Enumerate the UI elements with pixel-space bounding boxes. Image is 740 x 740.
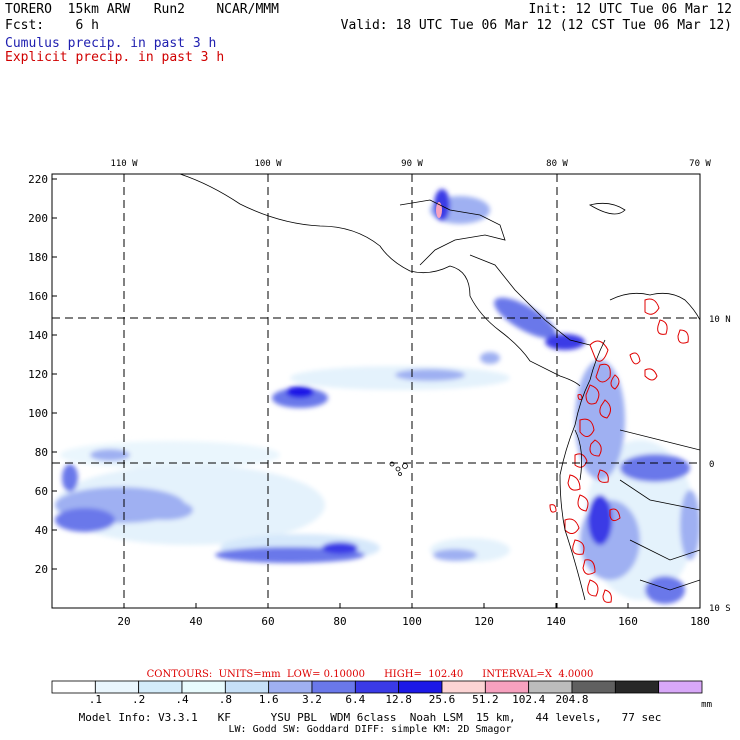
precip-area [322, 542, 358, 554]
model-info: Model Info: V3.3.1 KF YSU PBL WDM 6class… [78, 711, 662, 724]
colorbar-swatch [94, 680, 140, 694]
colorbar-unit: mm [701, 700, 712, 710]
colorbar-swatch [354, 680, 400, 694]
precip-area [55, 508, 115, 532]
lon-label-90w: 90 W [401, 159, 423, 169]
precip-area [680, 490, 700, 560]
lon-label-110w: 110 W [110, 159, 138, 169]
y-tick-label: 20 [35, 563, 48, 576]
colorbar-label: 102.4 [512, 693, 545, 706]
precip-area [480, 352, 500, 364]
colorbar-swatch [528, 680, 573, 694]
lon-label-70w: 70 W [689, 159, 711, 169]
precip-area [55, 465, 325, 545]
colorbar-label: 1.6 [259, 693, 279, 706]
x-tick-label: 160 [618, 615, 638, 628]
lon-label-80w: 80 W [546, 159, 568, 169]
precip-area [545, 334, 585, 350]
physics-info: LW: Godd SW: Goddard DIFF: simple KM: 2D… [228, 724, 512, 735]
y-tick-label: 100 [28, 407, 48, 420]
lat-lon-grid [52, 174, 700, 608]
x-tick-label: 180 [690, 615, 710, 628]
valid-time: Valid: 18 UTC Tue 06 Mar 12 (12 CST Tue … [340, 18, 732, 33]
field-cumulus-label: Cumulus precip. in past 3 h [5, 36, 217, 51]
precip-area [433, 549, 477, 561]
colorbar-swatch [441, 680, 486, 694]
precip-area [60, 441, 280, 469]
colorbar-label: 204.8 [555, 693, 588, 706]
field-explicit-label: Explicit precip. in past 3 h [5, 50, 225, 65]
x-tick-label: 40 [189, 615, 202, 628]
y-tick-label: 40 [35, 524, 48, 537]
colorbar-label: .8 [219, 693, 232, 706]
lat-label-0: 0 [709, 460, 714, 470]
contours-info: CONTOURS: UNITS=mm LOW= 0.10000 HIGH= 10… [146, 669, 594, 680]
colorbar-label: 12.8 [385, 693, 412, 706]
y-tick-label: 160 [28, 290, 48, 303]
precip-area [588, 495, 612, 545]
lat-label-10n: 10 N [709, 315, 731, 325]
colorbar-swatch [51, 680, 96, 694]
explicit-precip-contours [549, 298, 689, 603]
y-tick-label: 220 [28, 173, 48, 186]
precip-area [645, 576, 685, 604]
colorbar-swatch [268, 680, 313, 694]
x-tick-label: 80 [333, 615, 346, 628]
precip-area [286, 386, 314, 398]
precip-area [620, 454, 690, 482]
colorbar-label: .1 [89, 693, 102, 706]
y-tick-label: 140 [28, 329, 48, 342]
forecast-hour: Fcst: 6 h [5, 18, 99, 33]
galapagos-islands [389, 461, 408, 476]
model-title: TORERO 15km ARW Run2 NCAR/MMM [5, 2, 279, 17]
x-tick-label: 60 [261, 615, 274, 628]
colorbar-label: 25.6 [429, 693, 456, 706]
precip-area [137, 500, 193, 520]
init-time: Init: 12 UTC Tue 06 Mar 12 [528, 2, 733, 17]
axis-ticks [52, 178, 701, 608]
colorbar-label: 3.2 [302, 693, 322, 706]
coastlines [179, 174, 700, 601]
map-frame [51, 173, 701, 609]
lon-label-100w: 100 W [254, 159, 282, 169]
colorbar [51, 680, 703, 694]
lat-label-10s: 10 S [709, 604, 731, 614]
precip-area [434, 189, 450, 221]
x-tick-label: 120 [474, 615, 494, 628]
y-tick-label: 80 [35, 446, 48, 459]
x-tick-label: 100 [402, 615, 422, 628]
colorbar-swatch [658, 680, 703, 694]
colorbar-swatch [571, 680, 616, 694]
x-tick-label: 20 [117, 615, 130, 628]
precip-area [62, 464, 78, 492]
y-tick-label: 180 [28, 251, 48, 264]
colorbar-swatch [398, 680, 443, 694]
precip-area [436, 202, 442, 218]
precip-area [90, 449, 130, 461]
colorbar-swatch [138, 680, 183, 694]
y-tick-label: 120 [28, 368, 48, 381]
x-tick-label: 140 [546, 615, 566, 628]
colorbar-label: .4 [175, 693, 189, 706]
colorbar-label: 6.4 [345, 693, 365, 706]
precip-area [395, 369, 465, 381]
precip-field [55, 189, 700, 604]
y-tick-label: 60 [35, 485, 48, 498]
colorbar-label: .2 [132, 693, 145, 706]
colorbar-swatch [311, 680, 356, 694]
y-tick-label: 200 [28, 212, 48, 225]
colorbar-swatch [181, 680, 226, 694]
colorbar-label: 51.2 [472, 693, 499, 706]
colorbar-swatch [614, 680, 660, 694]
colorbar-swatch [224, 680, 270, 694]
colorbar-swatch [484, 680, 530, 694]
